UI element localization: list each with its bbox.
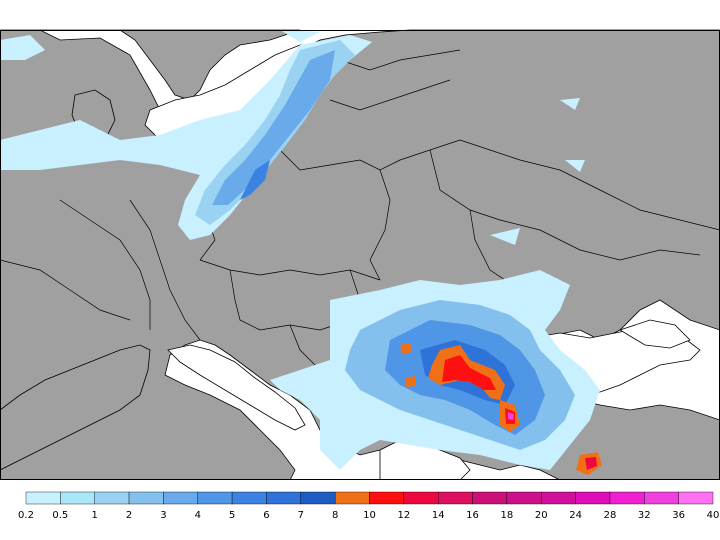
legend-tick-label: 1	[92, 510, 98, 521]
legend-tick-label: 6	[263, 510, 269, 521]
legend-box	[334, 491, 370, 505]
legend-box	[541, 491, 576, 505]
scandinavia	[40, 29, 301, 101]
legend-box	[472, 491, 508, 505]
legend-tick-label: 18	[501, 510, 514, 521]
adriatic-sea	[167, 344, 306, 431]
legend-tick-label: 12	[397, 510, 410, 521]
legend-box	[163, 491, 198, 505]
legend-box	[300, 491, 336, 505]
legend-box	[128, 491, 164, 505]
legend-tick-label: 28	[604, 510, 617, 521]
legend-box	[609, 491, 645, 505]
legend-box	[60, 491, 95, 505]
legend-tick-label: 14	[432, 510, 445, 521]
legend-tick-label: 5	[229, 510, 235, 521]
precipitation-map	[0, 29, 720, 480]
legend-box	[94, 491, 130, 505]
legend-box	[644, 491, 679, 505]
legend-tick-label: 4	[195, 510, 201, 521]
legend-tick-label: 24	[569, 510, 582, 521]
legend-tick-label: 7	[298, 510, 304, 521]
legend-box	[266, 491, 302, 505]
legend-box	[197, 491, 233, 505]
legend-tick-labels: 0.2 0.5 1 2 3 4 5 6 7 8 10 12 14 16 18 20 24 28 32 36 40	[18, 510, 719, 521]
legend-box	[231, 491, 267, 505]
legend-box	[403, 491, 439, 505]
legend-tick-label: 16	[466, 510, 479, 521]
legend-tick-label: 32	[638, 510, 651, 521]
legend-tick-label: 3	[160, 510, 166, 521]
legend-box	[506, 491, 542, 505]
legend-tick-label: 0.5	[52, 510, 68, 521]
legend-box	[369, 491, 405, 505]
precipitation-legend: 0.2 0.5 1 2 3 4 5 6 7 8 10 12 14 16 18 20 24 28 32 36 40	[18, 491, 719, 521]
legend-color-boxes	[25, 491, 714, 505]
legend-tick-label: 36	[672, 510, 685, 521]
legend-tick-label: 20	[535, 510, 548, 521]
legend-tick-label: 10	[363, 510, 376, 521]
legend-box	[575, 491, 611, 505]
legend-tick-label: 0.2	[18, 510, 34, 521]
legend-box	[438, 491, 473, 505]
sea-of-azov	[619, 319, 691, 349]
legend-tick-label: 40	[707, 510, 720, 521]
legend-tick-label: 2	[126, 510, 132, 521]
legend-box	[25, 491, 61, 505]
precipitation-shading	[0, 30, 602, 475]
legend-box	[678, 491, 714, 505]
legend-tick-label: 8	[332, 510, 338, 521]
